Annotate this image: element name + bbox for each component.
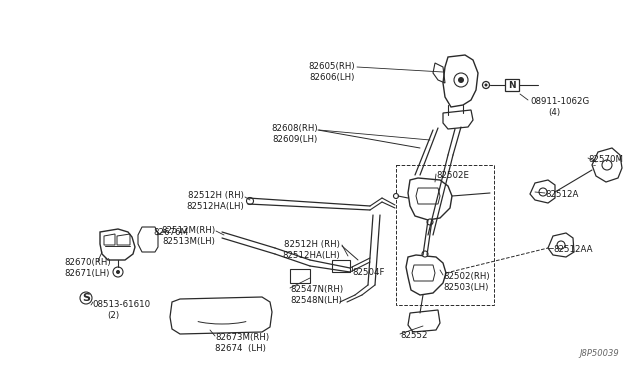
Text: (2): (2) bbox=[107, 311, 119, 320]
Circle shape bbox=[427, 219, 433, 225]
Text: 82670(RH): 82670(RH) bbox=[64, 258, 111, 267]
Text: 82674  (LH): 82674 (LH) bbox=[215, 344, 266, 353]
Text: 82504F: 82504F bbox=[352, 268, 385, 277]
Text: 82608(RH): 82608(RH) bbox=[271, 124, 318, 133]
Text: 82570M: 82570M bbox=[588, 155, 623, 164]
Circle shape bbox=[458, 77, 464, 83]
Text: 82676M: 82676M bbox=[153, 228, 188, 237]
Circle shape bbox=[116, 270, 120, 274]
Text: (4): (4) bbox=[548, 108, 560, 117]
Text: J8P50039: J8P50039 bbox=[579, 349, 619, 358]
Circle shape bbox=[422, 251, 428, 257]
Text: 82512M(RH): 82512M(RH) bbox=[161, 226, 215, 235]
Text: 82609(LH): 82609(LH) bbox=[273, 135, 318, 144]
Text: 82503(LH): 82503(LH) bbox=[443, 283, 488, 292]
Text: 82552: 82552 bbox=[400, 331, 428, 340]
Text: 82512HA(LH): 82512HA(LH) bbox=[186, 202, 244, 211]
Text: 82513M(LH): 82513M(LH) bbox=[162, 237, 215, 246]
Text: 82547N(RH): 82547N(RH) bbox=[290, 285, 343, 294]
Circle shape bbox=[246, 198, 253, 205]
Text: 08513-61610: 08513-61610 bbox=[92, 300, 150, 309]
Text: 82512AA: 82512AA bbox=[553, 245, 593, 254]
Text: 08911-1062G: 08911-1062G bbox=[530, 97, 589, 106]
Text: 82606(LH): 82606(LH) bbox=[310, 73, 355, 82]
Text: 82512H (RH): 82512H (RH) bbox=[188, 191, 244, 200]
Text: S: S bbox=[82, 293, 90, 303]
Text: 82512HA(LH): 82512HA(LH) bbox=[282, 251, 340, 260]
Text: N: N bbox=[508, 80, 516, 90]
Text: 82502(RH): 82502(RH) bbox=[443, 272, 490, 281]
Circle shape bbox=[484, 83, 488, 87]
Text: 82548N(LH): 82548N(LH) bbox=[290, 296, 342, 305]
Text: 82673M(RH): 82673M(RH) bbox=[215, 333, 269, 342]
Text: 82512A: 82512A bbox=[545, 190, 579, 199]
Text: 82512H (RH): 82512H (RH) bbox=[284, 240, 340, 249]
Text: 82605(RH): 82605(RH) bbox=[308, 62, 355, 71]
Circle shape bbox=[394, 193, 399, 199]
Text: 82502E: 82502E bbox=[436, 171, 469, 180]
Text: 82671(LH): 82671(LH) bbox=[64, 269, 109, 278]
